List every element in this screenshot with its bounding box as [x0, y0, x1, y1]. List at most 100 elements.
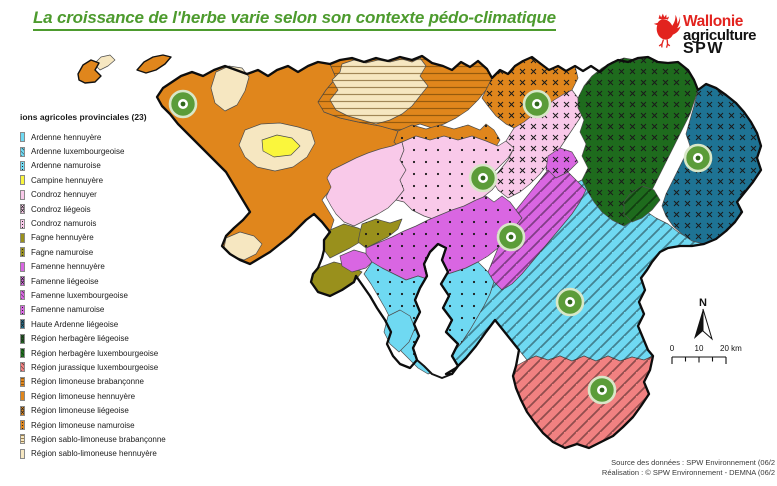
legend-label: Ardenne luxembourgeoise [31, 147, 125, 157]
region-exclave-b [136, 54, 172, 74]
legend-label: Région herbagère liégeoise [31, 334, 129, 344]
map-marker-2 [522, 89, 552, 119]
page-title: La croissance de l'herbe varie selon son… [33, 8, 556, 31]
scale-bar-line [671, 356, 727, 364]
legend-label: Région limoneuse brabançonne [31, 377, 144, 387]
legend-label: Famenne hennuyère [31, 262, 105, 272]
spw-logo-text: Wallonie agriculture SPW [683, 11, 757, 57]
legend-swatch [20, 333, 25, 344]
legend-label: Condroz hennuyer [31, 190, 97, 200]
legend-label: Région limoneuse hennuyère [31, 391, 136, 401]
legend-item-famenne_hennuyere: Famenne hennuyère [20, 260, 230, 274]
logo-region: Wallonie [683, 13, 743, 30]
legend-swatch [20, 261, 25, 272]
region-sablo-limoneuse-hennuyere-1 [210, 65, 250, 112]
region-famenne-namuroise-pattern [366, 196, 522, 280]
legend-swatch [20, 247, 25, 258]
legend-rows: Ardenne hennuyère Ardenne luxembourgeoise… [20, 130, 230, 461]
legend-label: Région herbagère luxembourgeoise [31, 348, 159, 358]
legend: ions agricoles provinciales (23) Ardenne… [20, 112, 230, 461]
region-haute-ardenne-liegeoise-pattern [662, 84, 761, 244]
legend-swatch [20, 160, 25, 171]
walloon-rooster-icon [653, 13, 681, 48]
region-herbagere-luxembourgeoise-pattern [624, 186, 660, 222]
legend-swatch [20, 276, 25, 287]
legend-label: Région jurassique luxembourgeoise [31, 362, 159, 372]
map-marker-3 [468, 163, 498, 193]
legend-label: Condroz liégeois [31, 204, 91, 214]
region-ardenne-hennuyere [383, 309, 416, 353]
north-label: N [699, 297, 707, 309]
region-sablo-limoneuse-brabanconne-pattern [330, 58, 428, 124]
legend-label: Fagne hennuyère [31, 233, 94, 243]
scale-label-20km: 20 km [720, 344, 742, 353]
legend-label: Famenne luxembourgeoise [31, 290, 128, 300]
legend-item-famenne_luxembourgeoise: Famenne luxembourgeoise [20, 288, 230, 302]
region-exclave-beige [93, 54, 116, 71]
region-campine-hennuyere [261, 134, 301, 158]
legend-item-region_herbagere_liegeoise: Région herbagère liégeoise [20, 331, 230, 345]
legend-label: Ardenne hennuyère [31, 132, 102, 142]
legend-label: Ardenne namuroise [31, 161, 101, 171]
legend-label: Région limoneuse namuroise [31, 420, 135, 430]
map-marker-5 [496, 222, 526, 252]
region-famenne-hennuyere [339, 249, 375, 273]
map-outline [155, 54, 763, 450]
legend-swatch [20, 146, 25, 157]
scale-bar: 0 10 20 km [670, 344, 742, 364]
legend-label: Famenne liégeoise [31, 276, 99, 286]
legend-swatch [20, 232, 25, 243]
logo-agency: SPW [683, 40, 724, 57]
scale-label-0: 0 [670, 344, 675, 353]
map-marker-4 [683, 143, 713, 173]
legend-item-condroz_hennuyer: Condroz hennuyer [20, 188, 230, 202]
legend-item-haute_ardenne_liegeoise: Haute Ardenne liégeoise [20, 317, 230, 331]
legend-swatch [20, 348, 25, 359]
legend-swatch [20, 405, 25, 416]
legend-label: Condroz namurois [31, 219, 97, 229]
logo-department: agriculture [683, 26, 757, 44]
legend-label: Famenne namuroise [31, 305, 105, 315]
legend-item-fagne_namuroise: Fagne namuroise [20, 245, 230, 259]
legend-item-ardenne_hennuyere: Ardenne hennuyère [20, 130, 230, 144]
source-credits: Source des données : SPW Environnement (… [602, 458, 775, 477]
legend-item-region_limoneuse_brabanconne: Région limoneuse brabançonne [20, 375, 230, 389]
legend-item-region_sablo_limoneuse_hennuyere: Région sablo-limoneuse hennuyère [20, 447, 230, 461]
region-condroz-namurois-pattern [396, 136, 514, 220]
source-line2: Réalisation : © SPW Environnement - DEMN… [601, 467, 775, 477]
north-arrow-right [702, 308, 713, 341]
legend-item-ardenne_luxembourgeoise: Ardenne luxembourgeoise [20, 144, 230, 158]
legend-swatch [20, 362, 25, 373]
legend-item-fagne_hennuyere: Fagne hennuyère [20, 231, 230, 245]
region-jurassique-luxembourgeoise-pattern [513, 356, 653, 448]
legend-item-region_limoneuse_liegeoise: Région limoneuse liégeoise [20, 403, 230, 417]
legend-item-condroz_liegeois: Condroz liégeois [20, 202, 230, 216]
region-herbagere-liegeoise-pattern [578, 57, 698, 226]
legend-label: Fagne namuroise [31, 247, 94, 257]
legend-item-region_sablo_limoneuse_brabanconne: Région sablo-limoneuse brabançonne [20, 432, 230, 446]
legend-label: Haute Ardenne liégeoise [31, 319, 119, 329]
legend-label: Région sablo-limoneuse hennuyère [31, 449, 157, 459]
legend-swatch [20, 290, 25, 301]
region-fagne-namuroise-pattern [358, 219, 402, 248]
legend-label: Campine hennuyère [31, 175, 104, 185]
legend-swatch [20, 448, 25, 459]
region-exclave-a [77, 59, 102, 84]
legend-swatch [20, 132, 25, 143]
region-famenne-luxembourgeoise-pattern [488, 170, 586, 290]
legend-label: Région limoneuse liégeoise [31, 406, 129, 416]
legend-item-famenne_namuroise: Famenne namuroise [20, 303, 230, 317]
source-line1: Source des données : SPW Environnement (… [611, 458, 775, 467]
region-famenne-liegeoise-pattern [546, 148, 578, 178]
map-marker-7 [587, 375, 617, 405]
legend-item-famenne_liegeoise: Famenne liégeoise [20, 274, 230, 288]
spw-logo: Wallonie agriculture SPW [649, 11, 757, 57]
legend-item-ardenne_namuroise: Ardenne namuroise [20, 159, 230, 173]
legend-swatch [20, 189, 25, 200]
legend-swatch [20, 420, 25, 430]
map-marker-1 [168, 89, 198, 119]
map-markers [168, 89, 713, 405]
legend-item-region_herbagere_luxembourgeoise: Région herbagère luxembourgeoise [20, 346, 230, 360]
